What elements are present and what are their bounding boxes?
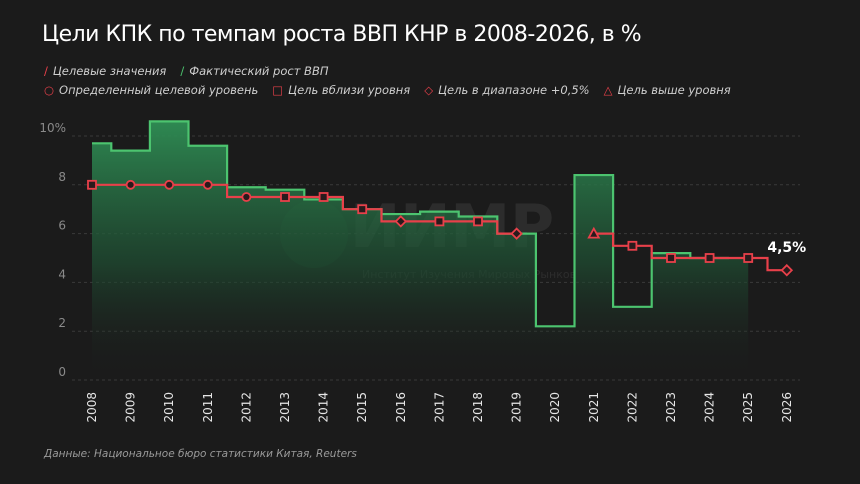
actual-growth-area [92, 121, 749, 381]
legend-actual-line: / Фактический рост ВВП [180, 64, 328, 78]
y-tick-label: 4 [58, 267, 66, 281]
target-marker-square [318, 192, 329, 202]
x-tick-label: 2017 [432, 392, 446, 423]
legend-row-1: / Целевые значения / Фактический рост ВВП [44, 64, 328, 78]
x-tick-label: 2022 [625, 392, 639, 423]
y-tick-label: 0 [58, 365, 66, 379]
x-tick-label: 2014 [317, 392, 331, 423]
x-tick-label: 2025 [741, 392, 755, 423]
y-tick-label: 6 [58, 219, 66, 233]
target-marker-square [87, 179, 97, 190]
x-tick-label: 2018 [471, 392, 485, 423]
x-tick-label: 2016 [394, 392, 408, 423]
x-tick-label: 2008 [85, 392, 99, 423]
y-tick-label: 8 [58, 170, 66, 184]
target-marker-square [357, 204, 368, 215]
target-marker-circle [164, 179, 175, 190]
target-marker-diamond [394, 215, 408, 228]
target-marker-square [280, 192, 290, 202]
target-marker-square [434, 216, 445, 227]
target-marker-diamond [780, 263, 794, 277]
x-tick-label: 2026 [780, 392, 794, 423]
target-marker-square [666, 253, 676, 263]
diamond-icon: ◇ [424, 83, 434, 97]
x-tick-label: 2010 [162, 392, 176, 423]
x-tick-label: 2023 [664, 392, 678, 423]
source-note: Данные: Национальное бюро статистики Кит… [44, 448, 357, 460]
target-marker-square [704, 253, 715, 263]
legend-square: □ Цель вблизи уровня [272, 83, 410, 97]
green-line-icon: / [180, 64, 185, 78]
square-icon: □ [272, 83, 284, 97]
x-tick-label: 2024 [703, 392, 717, 423]
legend-label: Целевые значения [52, 64, 167, 78]
legend-target-line: / Целевые значения [44, 64, 166, 78]
legend-diamond: ◇ Цель в диапазоне +0,5% [424, 83, 589, 97]
x-tick-label: 2019 [510, 392, 524, 423]
target-marker-diamond [510, 227, 523, 240]
y-tick-label: 2 [58, 316, 66, 330]
legend-circle: ○ Определенный целевой уровень [44, 83, 258, 97]
circle-icon: ○ [44, 83, 55, 97]
x-tick-label: 2021 [587, 392, 601, 423]
legend-label: Цель вблизи уровня [288, 83, 411, 97]
legend-triangle: △ Цель выше уровня [604, 83, 731, 97]
target-marker-circle [125, 179, 136, 190]
x-tick-label: 2011 [201, 392, 215, 423]
legend-label: Определенный целевой уровень [59, 83, 259, 97]
legend-label: Цель выше уровня [617, 83, 731, 97]
red-line-icon: / [44, 64, 48, 78]
legend-row-2: ○ Определенный целевой уровень □ Цель вбли… [44, 83, 731, 97]
x-tick-label: 2013 [278, 392, 292, 423]
target-marker-square [473, 216, 483, 227]
x-tick-label: 2020 [548, 392, 562, 423]
triangle-icon: △ [603, 83, 613, 97]
x-tick-label: 2015 [355, 392, 369, 423]
x-tick-label: 2009 [124, 392, 138, 423]
legend-label: Цель в диапазоне +0,5% [438, 83, 590, 97]
target-marker-square [627, 240, 638, 251]
target-marker-circle [241, 192, 252, 202]
x-tick-label: 2012 [239, 392, 253, 423]
target-marker-triangle [587, 226, 601, 239]
chart-title: Цели КПК по темпам роста ВВП КНР в 2008-… [42, 22, 642, 47]
annotation-label: 4,5% [767, 240, 806, 256]
target-marker-square [743, 253, 754, 263]
y-tick-label: 10% [39, 121, 66, 135]
target-marker-circle [202, 179, 213, 190]
legend-label: Фактический рост ВВП [189, 64, 329, 78]
